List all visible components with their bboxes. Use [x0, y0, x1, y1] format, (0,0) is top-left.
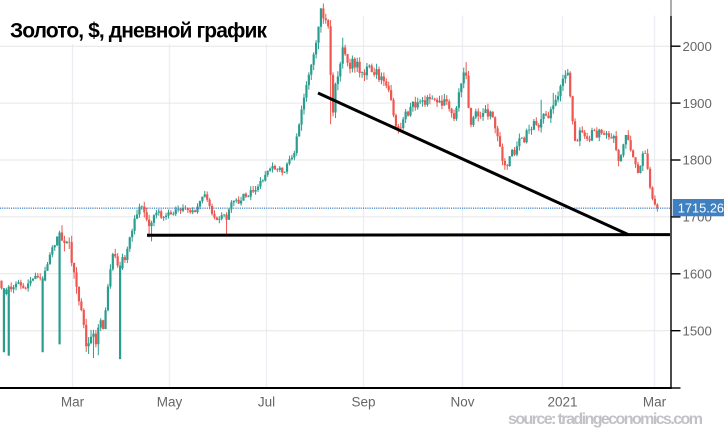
svg-text:1500: 1500: [683, 323, 712, 338]
svg-text:Sep: Sep: [351, 394, 375, 409]
svg-text:2021: 2021: [547, 394, 577, 409]
svg-text:1800: 1800: [683, 153, 712, 168]
svg-text:2000: 2000: [683, 39, 712, 54]
svg-text:1715.26: 1715.26: [678, 201, 724, 216]
svg-text:source: tradingeconomics.com: source: tradingeconomics.com: [508, 411, 703, 428]
svg-text:Mar: Mar: [643, 394, 667, 409]
svg-text:Jul: Jul: [258, 394, 275, 409]
svg-text:1900: 1900: [683, 96, 712, 111]
svg-text:1600: 1600: [683, 267, 712, 282]
svg-text:Nov: Nov: [450, 394, 474, 409]
svg-text:Mar: Mar: [61, 394, 85, 409]
svg-text:May: May: [157, 394, 183, 409]
svg-text:Золото, $, дневной график: Золото, $, дневной график: [10, 20, 267, 43]
